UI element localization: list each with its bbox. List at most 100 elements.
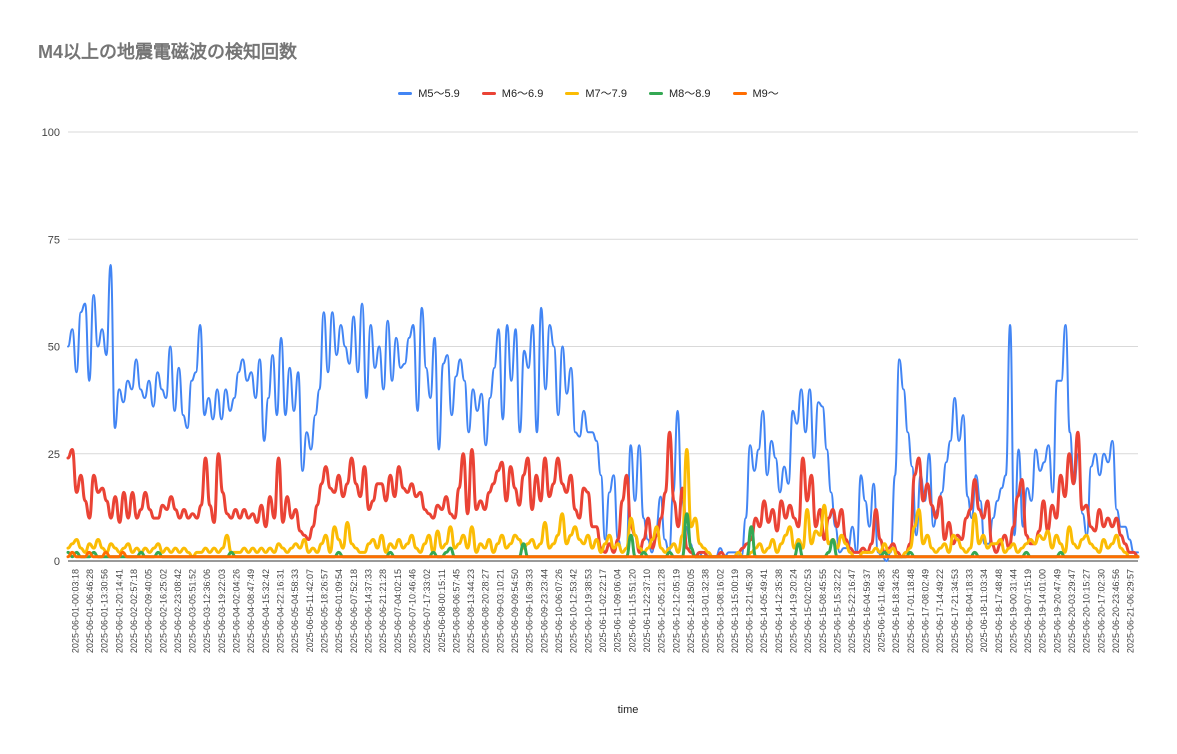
legend-item-m9[interactable]: M9〜 (732, 85, 779, 101)
x-tick-label: 2025-06-10-06:07:26 (554, 569, 564, 653)
x-tick-label: 2025-06-06-01:09:54 (334, 569, 344, 653)
x-tick-label: 2025-06-20-10:15:27 (1082, 569, 1092, 653)
x-tick-label: 2025-06-19-20:47:49 (1052, 569, 1062, 653)
series-line-5 (66, 550, 1140, 559)
x-tick-label: 2025-06-06-07:52:18 (349, 569, 359, 653)
x-tick-label: 2025-06-03-12:36:06 (202, 569, 212, 653)
x-tick-label: 2025-06-04-15:32:42 (261, 569, 271, 653)
x-tick-label: 2025-06-08-00:15:11 (437, 569, 447, 652)
x-tick-label: 2025-06-05-11:42:07 (305, 569, 315, 652)
x-axis-title: time (618, 704, 639, 716)
y-tick-label: 25 (48, 449, 60, 461)
x-tick-label: 2025-06-03-05:51:52 (188, 569, 198, 653)
x-tick-label: 2025-06-07-10:46:46 (407, 569, 417, 653)
x-tick-label: 2025-06-11-22:37:10 (642, 569, 652, 652)
x-tick-label: 2025-06-13-01:32:38 (701, 569, 711, 653)
x-tick-label: 2025-06-03-19:22:03 (217, 569, 227, 653)
x-tick-label: 2025-06-11-15:51:20 (627, 569, 637, 652)
x-tick-label: 2025-06-07-17:33:02 (422, 569, 432, 653)
x-tick-label: 2025-06-14-05:49:41 (759, 569, 769, 653)
x-tick-label: 2025-06-17-14:49:22 (935, 569, 945, 653)
x-tick-label: 2025-06-20-23:46:56 (1111, 569, 1121, 653)
x-tick-label: 2025-06-09-16:39:33 (525, 569, 535, 653)
x-tick-label: 2025-06-18-04:18:33 (964, 569, 974, 653)
x-tick-label: 2025-06-07-04:02:15 (393, 569, 403, 653)
series-line-1 (67, 264, 1139, 562)
series-line-3 (66, 448, 1140, 559)
x-tick-label: 2025-06-09-03:10:21 (495, 569, 505, 653)
chart-title: M4以上の地震電磁波の検知回数 (38, 42, 298, 62)
x-tick-label: 2025-06-20-17:02:30 (1096, 569, 1106, 653)
legend: M5〜5.9 M6〜6.9 M7〜7.9 M8〜8.9 M9〜 (0, 85, 1177, 101)
x-tick-label: 2025-06-05-04:58:33 (290, 569, 300, 653)
x-tick-label: 2025-06-13-15:00:19 (730, 569, 740, 653)
x-tick-label: 2025-06-16-18:34:26 (891, 569, 901, 653)
x-tick-label: 2025-06-04-08:47:49 (246, 569, 256, 653)
x-tick-label: 2025-06-19-00:31:44 (1008, 569, 1018, 653)
x-tick-label: 2025-06-16-11:46:35 (876, 569, 886, 652)
y-tick-label: 0 (54, 556, 60, 568)
x-tick-label: 2025-06-08-06:57:45 (451, 569, 461, 653)
x-tick-label: 2025-06-02-23:08:42 (173, 569, 183, 653)
x-tick-label: 2025-06-15-08:45:55 (818, 569, 828, 653)
x-tick-label: 2025-06-13-21:45:30 (745, 569, 755, 653)
x-tick-label: 2025-06-21-06:29:57 (1126, 569, 1136, 653)
x-tick-label: 2025-06-02-02:57:18 (129, 569, 139, 653)
x-tick-label: 2025-06-14-12:35:38 (774, 569, 784, 653)
x-tick-label: 2025-06-17-08:02:49 (920, 569, 930, 653)
x-tick-label: 2025-06-12-18:50:05 (686, 569, 696, 653)
x-tick-label: 2025-06-06-21:21:28 (378, 569, 388, 653)
x-tick-label: 2025-06-13-08:16:02 (715, 569, 725, 653)
legend-item-m8[interactable]: M8〜8.9 (648, 85, 711, 101)
y-tick-label: 50 (48, 342, 60, 354)
legend-label-m5: M5〜5.9 (418, 88, 460, 100)
legend-swatch-m8 (648, 91, 663, 95)
y-tick-label: 75 (48, 234, 60, 246)
x-tick-label: 2025-06-12-12:05:19 (671, 569, 681, 653)
x-tick-label: 2025-06-14-19:20:24 (789, 569, 799, 653)
legend-item-m5[interactable]: M5〜5.9 (398, 85, 460, 101)
legend-label-m8: M8〜8.9 (668, 88, 711, 100)
legend-swatch-m5 (398, 91, 413, 95)
x-tick-label: 2025-06-10-19:38:53 (583, 569, 593, 653)
legend-label-m7: M7〜7.9 (585, 88, 627, 100)
x-tick-label: 2025-06-04-02:04:26 (232, 569, 242, 653)
x-tick-label: 2025-06-20-03:29:47 (1067, 569, 1077, 653)
y-tick-label: 100 (42, 127, 60, 139)
x-tick-label: 2025-06-01-20:14:41 (114, 569, 124, 653)
x-tick-label: 2025-06-06-14:37:33 (363, 569, 373, 653)
x-tick-label: 2025-06-01-06:46:28 (85, 569, 95, 653)
x-tick-label: 2025-06-16-04:59:37 (862, 569, 872, 653)
x-tick-label: 2025-06-08-20:28:27 (481, 569, 491, 653)
x-tick-label: 2025-06-02-09:40:05 (144, 569, 154, 653)
x-tick-label: 2025-06-15-22:16:47 (847, 569, 857, 653)
x-tick-label: 2025-06-17-01:18:48 (906, 569, 916, 653)
legend-swatch-m6 (481, 91, 496, 95)
x-tick-label: 2025-06-10-12:53:42 (569, 569, 579, 653)
x-tick-label: 2025-06-09-23:23:44 (539, 569, 549, 653)
x-tick-label: 2025-06-15-15:32:22 (833, 569, 843, 653)
x-tick-label: 2025-06-04-22:16:31 (276, 569, 286, 653)
x-tick-label: 2025-06-01-00:03:18 (70, 569, 80, 653)
legend-swatch-m9 (732, 91, 747, 95)
x-tick-label: 2025-06-11-09:06:04 (613, 569, 623, 652)
x-tick-label: 2025-06-17-21:34:53 (950, 569, 960, 653)
x-tick-label: 2025-06-19-07:15:19 (1023, 569, 1033, 653)
x-tick-label: 2025-06-15-02:02:53 (803, 569, 813, 653)
legend-item-m6[interactable]: M6〜6.9 (481, 85, 544, 101)
legend-swatch-m7 (565, 91, 580, 95)
x-tick-label: 2025-06-12-05:21:28 (657, 569, 667, 653)
x-tick-label: 2025-06-18-17:48:48 (994, 569, 1004, 653)
x-tick-label: 2025-06-01-13:30:56 (100, 569, 110, 653)
x-tick-label: 2025-06-18-11:03:34 (979, 569, 989, 652)
legend-item-m7[interactable]: M7〜7.9 (565, 85, 627, 101)
x-tick-label: 2025-06-05-18:26:57 (320, 569, 330, 653)
x-tick-label: 2025-06-09-09:54:50 (510, 569, 520, 653)
x-tick-label: 2025-06-11-02:22:17 (598, 569, 608, 652)
x-tick-label: 2025-06-19-14:01:00 (1038, 569, 1048, 653)
legend-label-m6: M6〜6.9 (501, 88, 544, 100)
x-tick-label: 2025-06-02-16:25:02 (158, 569, 168, 653)
x-tick-label: 2025-06-08-13:44:23 (466, 569, 476, 653)
legend-label-m9: M9〜 (752, 88, 779, 100)
